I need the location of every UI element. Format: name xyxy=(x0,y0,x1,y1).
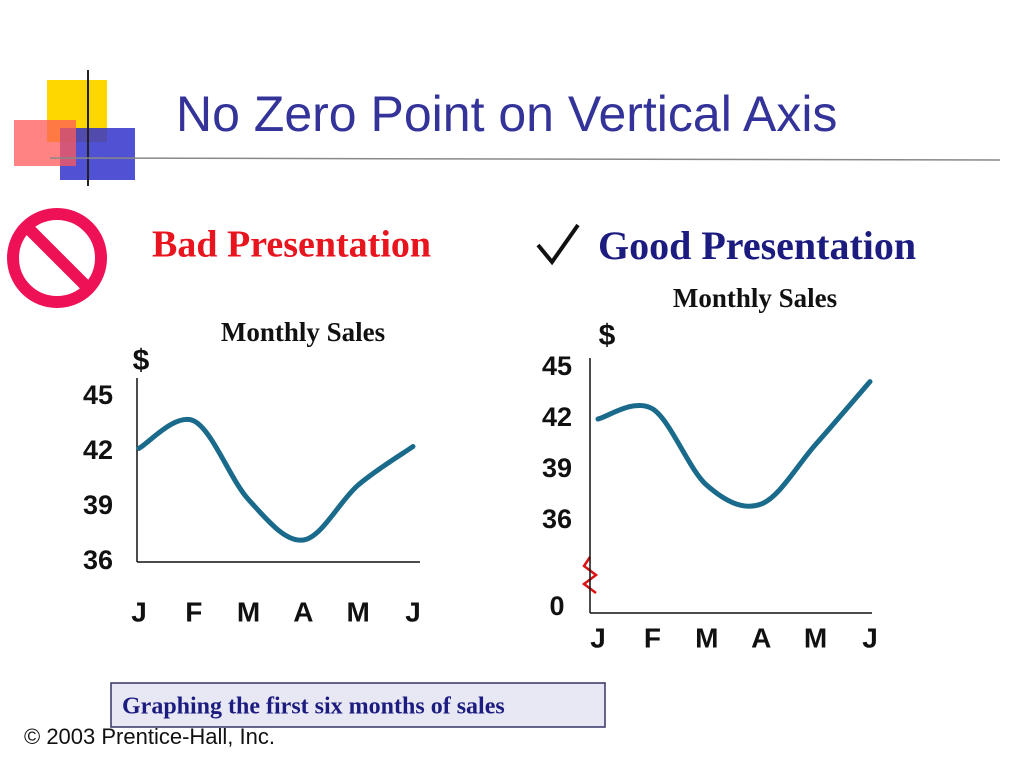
x-tick-label: M xyxy=(804,622,827,653)
footer: © 2003 Prentice-Hall, Inc. xyxy=(24,724,275,749)
bad-label: Bad Presentation xyxy=(152,224,431,266)
check-icon xyxy=(536,223,580,266)
no-icon xyxy=(7,208,107,308)
y-tick-label: 39 xyxy=(542,453,572,483)
y-tick-label: 39 xyxy=(83,490,113,520)
chart-title: Monthly Sales xyxy=(221,317,385,347)
caption-box xyxy=(110,682,606,728)
y-tick-label: 36 xyxy=(83,545,113,575)
y-tick-label: 42 xyxy=(83,435,113,465)
x-tick-label: A xyxy=(751,622,771,653)
sales-line xyxy=(595,379,873,509)
deco-square xyxy=(14,120,76,166)
x-tick-label: M xyxy=(237,596,260,627)
y-axis-label: $ xyxy=(133,344,150,377)
x-tick-label: A xyxy=(293,596,313,627)
y-tick-label: 0 xyxy=(549,591,564,621)
chart-title: Monthly Sales xyxy=(673,283,837,313)
x-tick-label: F xyxy=(185,596,202,627)
good-label: Good Presentation xyxy=(598,223,916,268)
caption: Graphing the first six months of sales xyxy=(122,694,505,720)
y-axis-label: $ xyxy=(599,319,616,352)
y-tick-label: 42 xyxy=(542,402,572,432)
x-tick-label: M xyxy=(347,596,370,627)
x-tick-label: M xyxy=(695,622,718,653)
x-tick-label: J xyxy=(405,596,421,627)
sales-line xyxy=(136,416,416,543)
x-tick-label: J xyxy=(131,596,147,627)
y-tick-label: 45 xyxy=(83,380,113,410)
slide-title: No Zero Point on Vertical Axis xyxy=(176,86,837,142)
x-tick-label: J xyxy=(590,622,606,653)
x-tick-label: F xyxy=(644,622,661,653)
y-tick-label: 45 xyxy=(542,351,572,381)
y-tick-label: 36 xyxy=(542,504,572,534)
axis-break xyxy=(581,556,599,594)
x-tick-label: J xyxy=(862,622,878,653)
title-rule xyxy=(49,157,1001,161)
